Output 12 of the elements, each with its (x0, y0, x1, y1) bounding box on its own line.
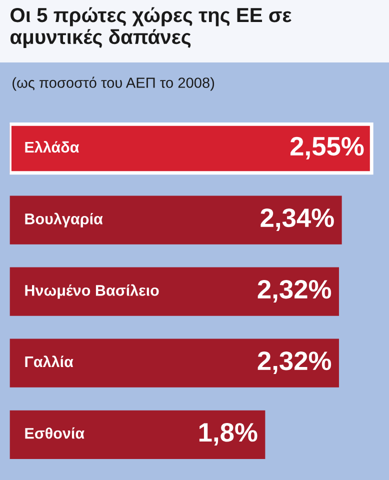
y-tick-label: Ηνωμένο Βασίλειο (25, 284, 159, 299)
data-label: 2,34% (260, 208, 334, 231)
chart-title: Οι 5 πρώτες χώρες της ΕΕ σε αμυντικές δαπάνες (10, 7, 292, 48)
data-label: 2,32% (258, 280, 332, 302)
y-tick-label: Ελλάδα (25, 141, 80, 153)
chart-subtitle: (ως ποσοστό του ΑΕΠ το 2008) (12, 76, 214, 91)
data-label: 2,32% (258, 352, 332, 374)
y-tick-label: Γαλλία (25, 356, 74, 368)
data-label: 1,8% (199, 423, 258, 446)
y-tick-label: Εσθονία (25, 427, 84, 439)
y-tick-label: Βουλγαρία (25, 212, 103, 228)
data-label: 2,55% (290, 136, 364, 160)
